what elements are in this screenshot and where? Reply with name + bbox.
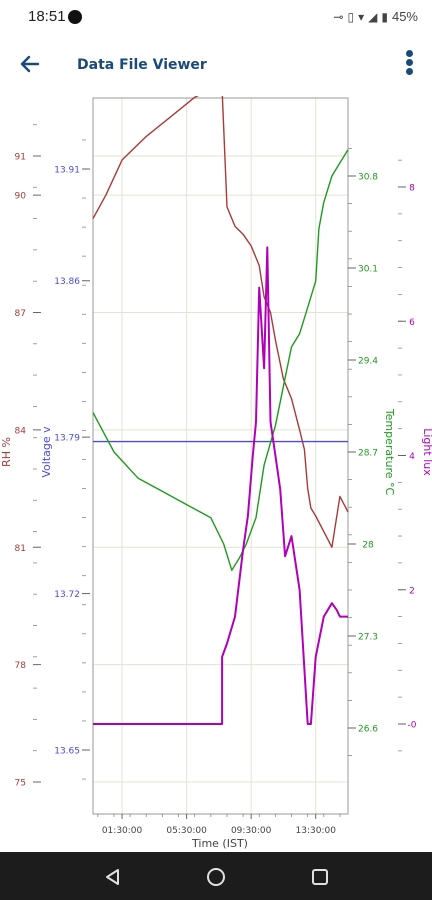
temperature-tick-label: 27.3 — [358, 633, 378, 643]
status-bar: 18:51 ⊸ ▯ ▾ ◢ ▮ 45% — [0, 0, 432, 34]
signal-icon: ◢ — [368, 9, 378, 24]
light-axis: -0 2 4 6 8 — [398, 159, 417, 752]
rh-axis-label: RH % — [0, 437, 13, 467]
voltage-tick-label: 13.72 — [54, 590, 80, 600]
status-time: 18:51 — [28, 8, 66, 25]
rh-tick-label: 91 — [15, 153, 26, 163]
rh-tick-label: 87 — [15, 309, 26, 319]
light-tick-label: 6 — [409, 318, 415, 328]
triangle-back-icon[interactable] — [102, 866, 124, 888]
temperature-axis: 26.6 27.3 28 28.7 29.4 30.1 30.8 — [348, 148, 378, 756]
back-arrow-icon[interactable] — [18, 52, 42, 76]
temperature-tick-label: 29.4 — [358, 357, 378, 367]
circle-home-icon[interactable] — [205, 866, 227, 888]
series-rh — [92, 84, 349, 548]
light-tick-label: 4 — [409, 452, 415, 462]
status-icons: ⊸ ▯ ▾ ◢ ▮ 45% — [333, 9, 418, 24]
temperature-tick-label: 30.1 — [358, 265, 378, 275]
key-icon: ⊸ — [333, 9, 344, 24]
voltage-axis-label: Voltage v — [40, 426, 53, 478]
plot-frame — [92, 97, 349, 815]
rh-tick-label: 81 — [15, 544, 26, 554]
x-axis: 01:30:00 05:30:00 09:30:00 13:30:00 — [97, 814, 341, 836]
voltage-tick-label: 13.65 — [54, 747, 80, 757]
series-light — [93, 246, 348, 725]
temperature-axis-label: Temperature °C — [383, 408, 396, 496]
voltage-axis: 13.65 13.72 13.79 13.86 13.91 — [54, 139, 90, 780]
x-axis-label: Time (IST) — [191, 837, 248, 850]
plot-border — [92, 97, 349, 815]
chart-area[interactable]: 75 78 81 84 87 90 91 13.65 13.72 13.79 13.86 13.91… — [0, 84, 432, 852]
series-temperature — [92, 149, 349, 571]
wifi-icon: ▾ — [358, 9, 365, 24]
temperature-tick-label: 26.6 — [358, 725, 378, 735]
page-title: Data File Viewer — [77, 57, 207, 73]
light-tick-label: -0 — [408, 721, 417, 731]
x-tick-label: 01:30:00 — [102, 826, 143, 836]
square-recent-icon[interactable] — [309, 866, 331, 888]
app-bar: Data File Viewer — [0, 34, 432, 96]
vibrate-icon: ▯ — [347, 9, 355, 24]
temperature-tick-label: 30.8 — [358, 173, 378, 183]
chart-grid — [93, 98, 348, 814]
temperature-tick-label: 28 — [362, 541, 374, 551]
notification-dot-icon — [68, 10, 82, 24]
light-tick-label: 8 — [409, 184, 415, 194]
light-axis-label: Light lux — [421, 428, 432, 476]
x-tick-label: 13:30:00 — [296, 826, 337, 836]
voltage-tick-label: 13.91 — [54, 166, 80, 176]
battery-icon: ▮ — [381, 9, 388, 24]
rh-tick-label: 78 — [15, 661, 27, 671]
temperature-tick-label: 28.7 — [358, 449, 378, 459]
navigation-bar — [0, 852, 432, 900]
rh-tick-label: 90 — [15, 192, 27, 202]
voltage-tick-label: 13.79 — [54, 434, 80, 444]
rh-tick-label: 84 — [15, 426, 27, 436]
rh-tick-label: 75 — [15, 779, 26, 789]
light-tick-label: 2 — [409, 586, 415, 596]
x-tick-label: 09:30:00 — [231, 826, 272, 836]
more-vert-icon[interactable] — [402, 48, 416, 80]
voltage-tick-label: 13.86 — [54, 277, 80, 287]
series-group — [92, 84, 349, 725]
battery-percent: 45% — [391, 9, 418, 24]
x-tick-label: 05:30:00 — [166, 826, 207, 836]
rh-axis: 75 78 81 84 87 90 91 — [15, 124, 41, 789]
